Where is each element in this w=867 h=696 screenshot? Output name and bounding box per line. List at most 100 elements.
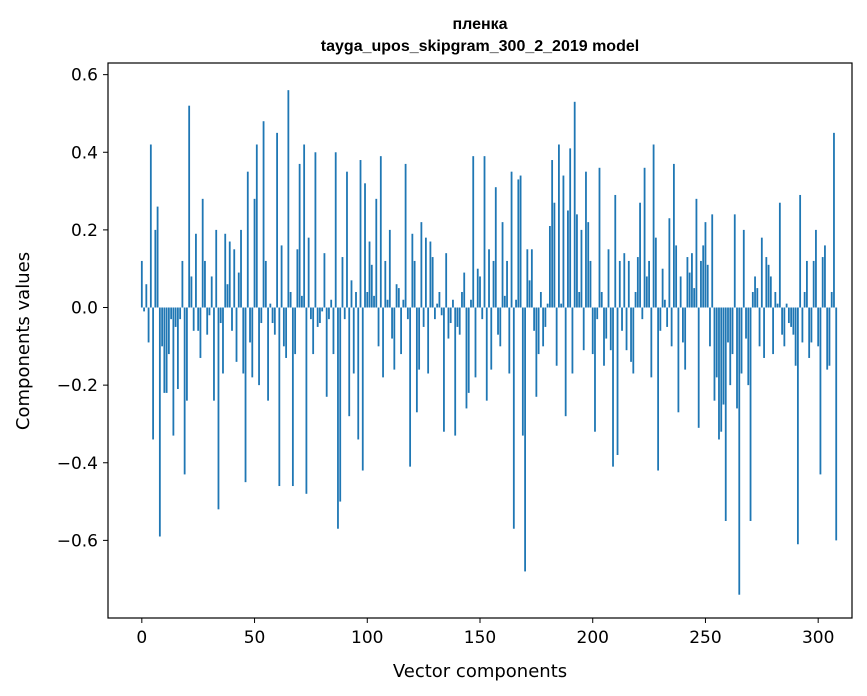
bar	[803, 291, 806, 308]
bar	[815, 229, 817, 308]
bar	[530, 249, 533, 308]
bar	[686, 257, 689, 308]
bar	[289, 291, 292, 308]
bar	[149, 144, 152, 308]
y-tick-label: −0.6	[57, 531, 98, 551]
bar	[767, 264, 770, 308]
bar	[280, 245, 283, 308]
bar	[285, 307, 288, 358]
bar	[684, 307, 687, 370]
bar	[165, 307, 168, 393]
bar	[199, 307, 202, 358]
bar	[548, 226, 551, 308]
bar	[494, 187, 497, 308]
bar	[783, 307, 786, 347]
bar	[675, 245, 678, 308]
bar	[506, 260, 508, 308]
y-axis: −0.6 −0.4 −0.2 0.0 0.2 0.4 0.6	[57, 66, 108, 551]
bar	[501, 222, 504, 308]
bar	[192, 307, 195, 331]
bar	[564, 307, 567, 417]
bar	[183, 307, 186, 475]
bar	[186, 307, 188, 401]
bar-series	[140, 90, 838, 595]
bar	[386, 299, 389, 308]
x-axis: 0 50 100 150 200 250 300	[136, 618, 834, 648]
bar	[449, 307, 452, 324]
bar	[524, 307, 526, 572]
bar	[817, 307, 820, 347]
bar	[377, 307, 380, 347]
bar	[176, 307, 179, 390]
y-tick-label: 0.6	[71, 66, 98, 86]
x-axis-label: Vector components	[393, 661, 567, 682]
bar	[763, 307, 765, 358]
bar	[535, 307, 538, 397]
bar	[402, 299, 405, 308]
bar	[224, 233, 227, 308]
bar	[544, 307, 547, 327]
bar	[503, 295, 506, 308]
bar	[704, 222, 707, 308]
bar	[582, 307, 585, 351]
bar	[393, 307, 396, 370]
bar	[233, 249, 236, 308]
bar	[145, 284, 148, 308]
bar	[691, 253, 693, 308]
bar	[668, 218, 671, 308]
bar	[571, 307, 574, 374]
bar	[526, 249, 529, 308]
bar	[201, 198, 204, 308]
bar	[246, 171, 249, 308]
bar	[409, 307, 412, 467]
bar	[278, 307, 281, 487]
bar	[343, 307, 346, 320]
bar	[533, 307, 536, 331]
bar	[670, 307, 673, 347]
bar	[567, 210, 569, 308]
bar	[379, 156, 382, 308]
bar	[470, 299, 472, 308]
bar	[346, 171, 348, 308]
bar	[672, 163, 675, 308]
bar	[682, 307, 684, 343]
bar	[355, 291, 357, 308]
bar	[600, 291, 603, 308]
bar	[443, 307, 445, 432]
bar	[361, 307, 364, 471]
bar	[659, 307, 662, 331]
bar	[828, 307, 831, 366]
bar	[422, 307, 425, 327]
bar	[657, 307, 660, 471]
bar	[585, 171, 587, 308]
bar	[305, 307, 308, 494]
chart-title-line2: tayga_upos_skipgram_300_2_2019 model	[321, 38, 639, 55]
y-tick-label: −0.2	[57, 376, 98, 396]
bar	[323, 253, 326, 308]
bar	[794, 307, 797, 366]
bar	[709, 307, 711, 347]
bar	[217, 307, 220, 510]
bar	[226, 284, 229, 308]
bar	[727, 307, 729, 343]
bar	[596, 307, 599, 320]
bar	[431, 257, 434, 308]
bar	[242, 307, 245, 374]
bar	[479, 276, 481, 308]
bar	[790, 307, 793, 327]
bar	[458, 307, 461, 335]
bar	[140, 260, 143, 308]
bar	[688, 272, 691, 308]
bar	[310, 307, 312, 320]
x-tick-label: 100	[351, 628, 383, 648]
bar	[512, 307, 515, 529]
bar	[400, 307, 402, 355]
bar	[609, 307, 612, 351]
bar	[332, 307, 335, 355]
bar	[591, 307, 594, 355]
bar	[436, 303, 439, 308]
bar	[738, 307, 741, 595]
y-axis-label: Components values	[13, 252, 34, 430]
bar	[267, 307, 269, 401]
